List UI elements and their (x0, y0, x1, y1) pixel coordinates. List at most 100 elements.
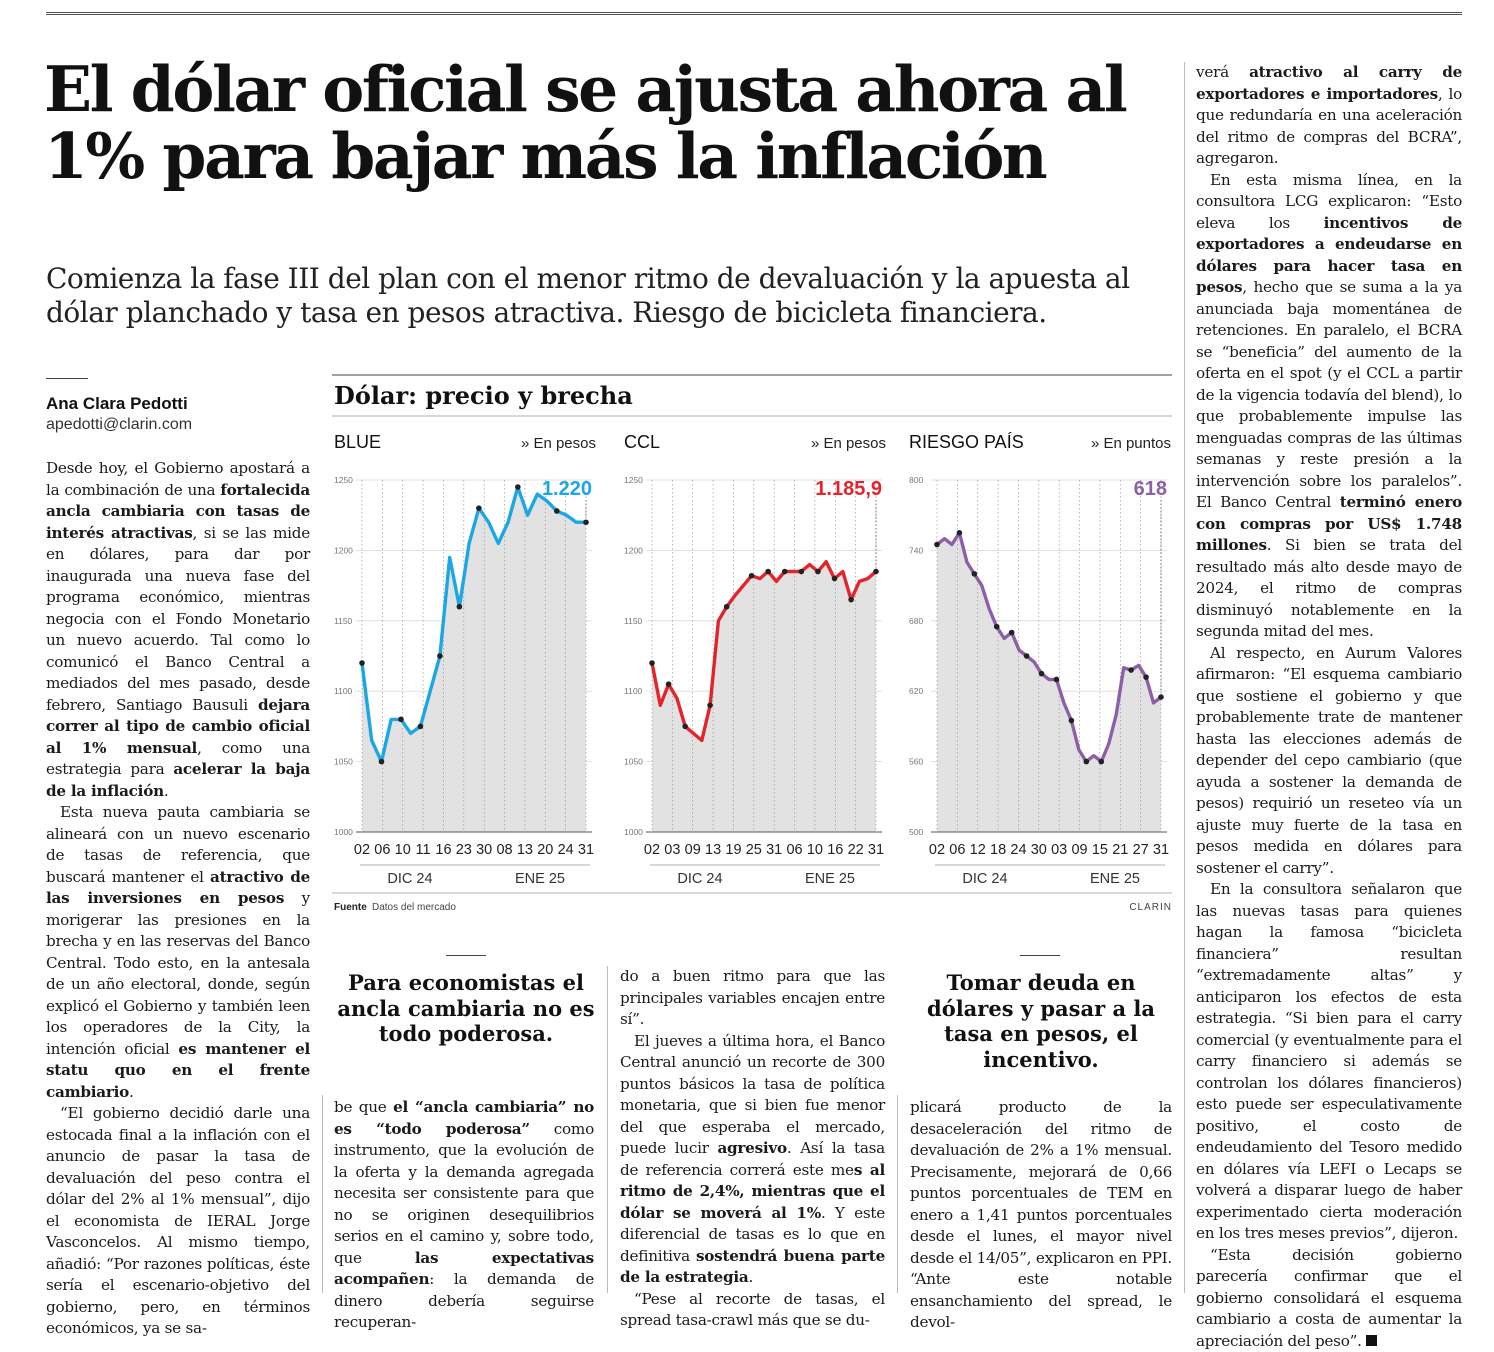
latest-value-label: 618 (1134, 478, 1167, 500)
data-point (957, 530, 963, 536)
data-point (649, 660, 655, 666)
y-tick-label: 1200 (334, 545, 353, 555)
data-point (666, 681, 672, 687)
text: be que (334, 1098, 393, 1116)
column-divider (897, 1095, 898, 1293)
deck: Comienza la fase III del plan con el men… (46, 262, 1176, 331)
data-point (1084, 759, 1090, 765)
x-tick-label: 23 (456, 842, 472, 858)
y-tick-label: 800 (909, 475, 923, 485)
y-tick-label: 740 (909, 545, 923, 555)
y-tick-label: 1000 (624, 827, 643, 837)
data-point (554, 508, 560, 514)
text: , si se las mide en dólares, para dar po… (46, 524, 310, 714)
x-tick-label: 24 (1010, 842, 1026, 858)
data-point (815, 569, 821, 575)
subhead-rule-right (1020, 955, 1060, 956)
x-tick-label: 15 (1092, 842, 1108, 858)
x-tick-label: 20 (537, 842, 553, 858)
x-tick-label: 30 (476, 842, 492, 858)
x-tick-label: 31 (578, 842, 594, 858)
panel-title: RIESGO PAÍS (909, 432, 1024, 452)
data-point (359, 660, 365, 666)
text: En la consultora señalaron que las nueva… (1196, 880, 1462, 1242)
month-label: ENE 25 (1090, 871, 1140, 887)
data-point (1158, 694, 1164, 700)
y-tick-label: 1000 (334, 827, 353, 837)
data-point (398, 717, 404, 723)
area-fill (652, 562, 876, 832)
column-divider (322, 1095, 323, 1293)
data-point (583, 519, 589, 525)
data-point (873, 569, 879, 575)
paragraph: verá atractivo al carry de exportadores … (1196, 62, 1462, 170)
y-tick-label: 1050 (624, 757, 643, 767)
text: . (164, 782, 169, 800)
data-point (1098, 759, 1104, 765)
area-fill (362, 487, 586, 832)
y-tick-label: 1250 (334, 475, 353, 485)
body-column-4: plicará producto de la desaceleración de… (910, 1097, 1172, 1334)
data-point (832, 576, 838, 582)
y-tick-label: 1150 (334, 616, 353, 626)
x-tick-label: 31 (766, 842, 782, 858)
data-point (707, 702, 713, 708)
dollar-chart: Dólar: precio y brecha BLUE» En pesos100… (330, 370, 1176, 915)
data-point (972, 571, 978, 577)
end-mark-icon (1366, 1335, 1377, 1346)
x-tick-label: 11 (416, 842, 431, 858)
data-point (437, 653, 443, 659)
x-tick-label: 25 (746, 842, 762, 858)
byline-email[interactable]: apedotti@clarin.com (46, 416, 192, 434)
x-tick-label: 30 (1031, 842, 1047, 858)
month-label: ENE 25 (515, 871, 565, 887)
paragraph: “Esta decisión gobierno parecería confir… (1196, 1245, 1462, 1352)
byline-name: Ana Clara Pedotti (46, 394, 188, 414)
x-tick-label: 06 (786, 842, 802, 858)
data-point (782, 569, 788, 575)
paragraph: “Pese al recorte de tasas, el spread tas… (620, 1289, 885, 1332)
chart-source: Datos del mercado (372, 902, 456, 913)
data-point (848, 597, 854, 603)
text: . (748, 1268, 753, 1286)
latest-value-label: 1.185,9 (815, 478, 882, 500)
x-tick-label: 10 (807, 842, 823, 858)
subhead-rule-left (446, 955, 486, 956)
x-tick-label: 13 (517, 842, 533, 858)
data-point (1069, 718, 1075, 724)
y-tick-label: 620 (909, 686, 923, 696)
panel-title: BLUE (334, 432, 381, 452)
x-tick-label: 24 (558, 842, 574, 858)
x-tick-label: 10 (395, 842, 411, 858)
x-tick-label: 02 (929, 842, 945, 858)
x-tick-label: 27 (1133, 842, 1149, 858)
paragraph: Al respecto, en Aurum Valores afirmaron:… (1196, 643, 1462, 880)
y-tick-label: 1050 (334, 757, 353, 767)
body-column-2: be que el “ancla cambiaria” no es “todo … (334, 1097, 594, 1334)
latest-value-label: 1.220 (542, 478, 592, 500)
data-point (724, 604, 730, 610)
month-label: DIC 24 (387, 871, 432, 887)
data-point (457, 604, 463, 610)
data-point (934, 542, 940, 548)
x-tick-label: 06 (949, 842, 965, 858)
x-tick-label: 06 (374, 842, 390, 858)
x-tick-label: 18 (990, 842, 1006, 858)
subhead-left: Para economistas el ancla cambiaria no e… (334, 970, 598, 1047)
data-point (1039, 671, 1045, 677)
month-label: DIC 24 (677, 871, 722, 887)
y-tick-label: 500 (909, 827, 923, 837)
text: . (129, 1083, 134, 1101)
x-tick-label: 16 (827, 842, 843, 858)
y-tick-label: 560 (909, 757, 923, 767)
y-tick-label: 1150 (624, 616, 643, 626)
body-column-1: Desde hoy, el Gobierno apostará a la com… (46, 458, 310, 1340)
y-tick-label: 1250 (624, 475, 643, 485)
x-tick-label: 19 (725, 842, 741, 858)
data-point (749, 573, 755, 579)
text: do a buen ritmo para que las principales… (620, 967, 885, 1028)
text: plicará producto de la desaceleración de… (910, 1098, 1172, 1331)
bold-text: agresivo (717, 1139, 786, 1157)
paragraph: do a buen ritmo para que las principales… (620, 966, 885, 1031)
paragraph: En esta misma línea, en la consultora LC… (1196, 170, 1462, 643)
